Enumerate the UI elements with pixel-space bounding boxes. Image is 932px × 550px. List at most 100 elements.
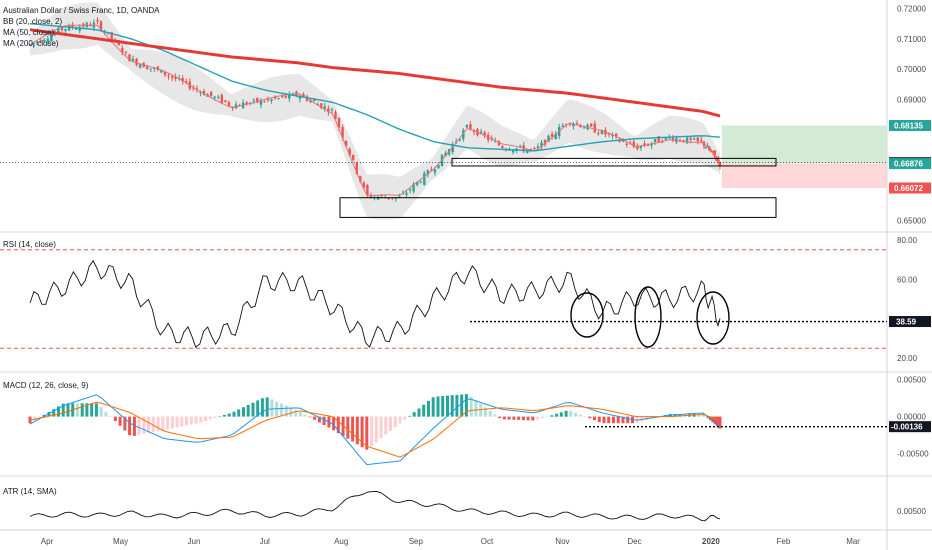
macd-histogram-bar [289,407,293,417]
time-axis-label: Aug [334,537,348,546]
candle-body [153,68,156,69]
macd-histogram-bar [279,403,283,417]
price-axis-label: 0.69000 [897,95,926,104]
candle-body [451,144,454,152]
candle-body [711,151,715,153]
candle-body [60,27,64,31]
macd-histogram-bar [341,416,345,436]
candle-body [671,137,675,141]
candle-body [281,96,284,98]
macd-histogram-bar [52,409,56,417]
macd-histogram-bar [389,416,392,431]
macd-histogram-bar [446,395,449,417]
ma200-legend[interactable]: MA (200, close) [3,39,59,48]
rsi-line [29,259,721,349]
rsi-divergence-circle [634,286,662,348]
candle-body [398,196,401,198]
macd-histogram-bar [526,416,530,421]
candle-body [568,123,572,125]
candle-body [227,102,231,106]
macd-histogram-bar [436,396,440,417]
candle-body [600,130,604,134]
macd-histogram-bar [351,416,355,442]
macd-histogram-bar [75,403,79,417]
macd-histogram-bar [104,411,108,417]
ma50-legend[interactable]: MA (50, close) [3,28,54,37]
macd-histogram-bar [588,416,592,419]
rsi-legend[interactable]: RSI (14, close) [3,240,56,249]
bollinger-band-area [30,2,720,220]
candle-body [75,28,78,30]
macd-histogram-bar [593,416,596,421]
candle-body [458,139,461,141]
candle-body [511,149,515,153]
macd-histogram-bar [713,416,717,425]
macd-histogram-bar [455,394,459,417]
candle-body [401,193,405,195]
macd-histogram-bar [384,416,388,435]
candle-body [327,108,330,113]
macd-histogram-bar [218,416,222,417]
macd-histogram-bar [242,407,245,417]
macd-histogram-bar [498,416,502,419]
candle-body [650,143,653,146]
candle-body [334,112,337,119]
candle-body [220,94,223,103]
macd-histogram-bar [251,402,255,417]
price-axis-label: 0.70000 [897,65,926,74]
candle-body [412,183,415,192]
candle-body [646,144,650,146]
macd-histogram-bar [408,415,411,417]
price-axis-label: 0.65000 [897,216,926,225]
candle-body [704,147,707,149]
candle-body [149,68,152,70]
candle-body [408,189,412,191]
time-axis-label: Jun [188,537,201,546]
candle-body [653,139,657,142]
atr-line [29,491,721,522]
candle-body [593,123,596,133]
candle-body [614,133,618,137]
candle-body [57,27,60,35]
macd-histogram-bar [488,411,492,417]
macd-legend[interactable]: MACD (12, 26, close, 9) [3,381,89,390]
macd-histogram-bar [704,416,708,417]
candle-body [693,138,696,140]
macd-histogram-bar [597,416,601,423]
macd-histogram-bar [80,403,84,417]
rsi-divergence-circle [570,292,604,338]
macd-axis-label: -0.00500 [897,450,929,459]
candle-body [526,149,529,153]
macd-pane [28,394,887,466]
macd-histogram-bar [128,416,132,436]
candle-body [284,95,287,98]
candle-body [99,21,103,31]
candle-body [64,28,67,31]
macd-histogram-bar [132,416,136,436]
time-axis-label: Sep [409,537,424,546]
candle-body [369,195,373,198]
candle-body [696,137,699,142]
macd-histogram-bar [583,416,587,417]
atr-legend[interactable]: ATR (14, SMA) [3,487,57,496]
candle-body [135,58,138,65]
macd-histogram-bar [398,416,402,424]
candle-body [39,40,42,43]
candle-body [138,64,142,68]
candle-body [110,32,113,40]
candle-body [245,102,248,105]
bb-legend[interactable]: BB (20, close, 2) [3,17,62,26]
candle-body [316,104,319,105]
candle-body [636,146,639,150]
macd-histogram-bar [469,396,473,417]
macd-histogram-bar [521,416,525,421]
main-legend-title[interactable]: Australian Dollar / Swiss Franc, 1D, OAN… [3,6,160,15]
candle-body [362,182,366,188]
macd-histogram-bar [137,416,141,435]
macd-histogram-bar [246,404,250,417]
candle-body [348,148,351,156]
macd-histogram-bar [47,412,51,417]
macd-histogram-bar [718,416,722,429]
candle-body [323,106,326,109]
candle-body [575,123,579,125]
